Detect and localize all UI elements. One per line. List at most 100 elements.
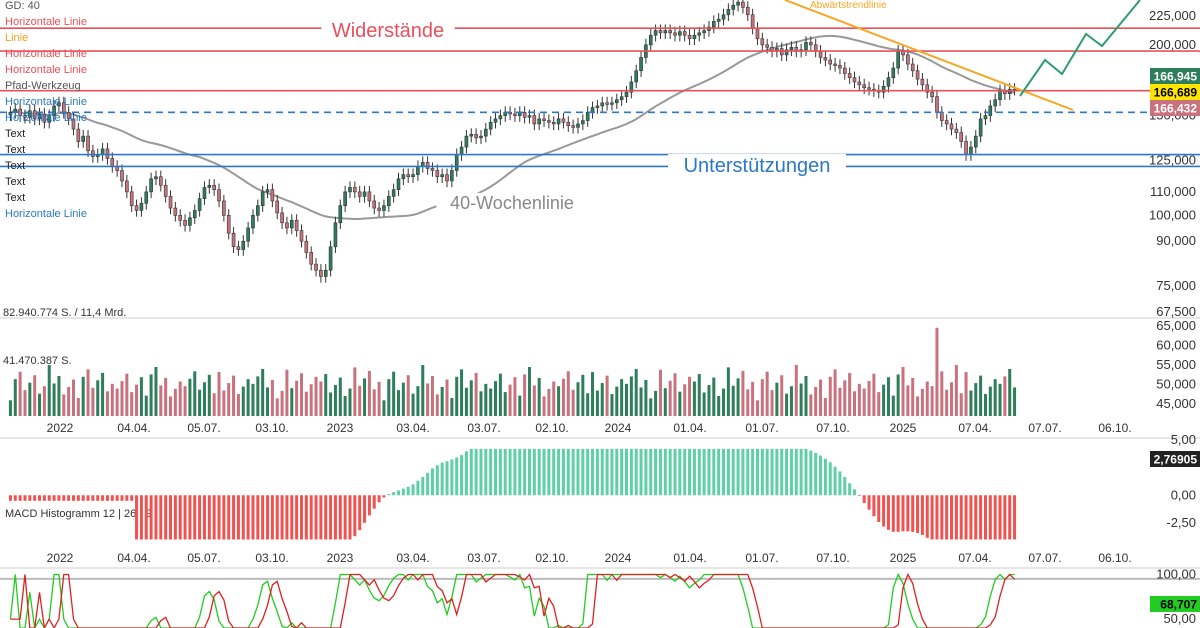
- candle: [435, 170, 440, 178]
- macd-bar: [435, 465, 439, 496]
- candle: [343, 191, 347, 206]
- macd-bar: [343, 495, 347, 540]
- candle: [319, 269, 323, 277]
- candle: [144, 191, 149, 204]
- volume-bar: [557, 386, 561, 416]
- x-tick-label: 2023: [327, 551, 354, 565]
- candle: [624, 91, 629, 97]
- macd-bar: [891, 495, 895, 532]
- macd-bar: [925, 495, 929, 538]
- candle: [988, 105, 993, 116]
- x-tick-label: 07.04.: [958, 551, 991, 565]
- volume-bar: [707, 385, 711, 416]
- volume-bar: [513, 377, 517, 416]
- macd-bar: [581, 448, 585, 496]
- candle: [930, 91, 934, 97]
- candle: [178, 215, 183, 221]
- candle: [818, 50, 823, 58]
- macd-bar: [198, 495, 202, 540]
- candle: [886, 77, 891, 87]
- macd-bar: [23, 495, 27, 501]
- volume-bar: [270, 379, 274, 416]
- volume-bar: [135, 384, 139, 416]
- candle: [464, 135, 469, 148]
- volume-bar: [372, 389, 376, 416]
- macd-bar: [372, 495, 376, 509]
- candle: [595, 105, 600, 108]
- macd-bar: [663, 448, 667, 496]
- volume-bar: [741, 370, 745, 416]
- candle: [32, 110, 37, 120]
- volume-bar: [460, 369, 464, 416]
- candle: [362, 191, 367, 197]
- tool-label: Horizontale Linie: [5, 64, 87, 76]
- macd-bar: [382, 495, 386, 498]
- candle: [226, 215, 231, 234]
- volume-bar: [164, 377, 168, 416]
- macd-bar: [940, 495, 944, 540]
- candle: [896, 50, 900, 69]
- volume-bar: [149, 374, 153, 416]
- volume-bar: [13, 379, 17, 416]
- macd-bar: [945, 495, 949, 540]
- macd-bar: [261, 495, 265, 540]
- price-tick-label: 110,000: [1150, 184, 1196, 199]
- stoch-k-line: [9, 572, 1015, 628]
- volume-title: 82.940.774 S. / 11,4 Mrd.: [3, 307, 126, 319]
- candle: [256, 205, 260, 216]
- macd-bar: [755, 448, 759, 496]
- volume-bar: [120, 381, 124, 416]
- candle: [716, 18, 721, 22]
- volume-bar: [930, 386, 934, 416]
- macd-bar: [33, 495, 37, 501]
- macd-bar: [906, 495, 910, 532]
- volume-bar: [193, 371, 197, 416]
- candle: [610, 102, 614, 105]
- volume-bar: [261, 368, 265, 416]
- macd-bar: [513, 448, 517, 496]
- macd-tick-label: 0,00: [1171, 487, 1196, 502]
- drawing-tools[interactable]: Widerstände Unterstützungen 40-Wochenlinie…: [0, 0, 1200, 215]
- volume-bar: [848, 372, 852, 416]
- volume-bar: [901, 367, 905, 416]
- volume-bar: [882, 384, 886, 416]
- volume-bar: [333, 385, 337, 416]
- candle: [867, 87, 871, 90]
- macd-bar: [135, 495, 139, 540]
- macd-bar: [843, 476, 847, 496]
- macd-bar: [751, 448, 755, 496]
- volume-bar: [435, 394, 439, 416]
- volume-bar: [52, 383, 56, 416]
- macd-bar: [348, 495, 352, 540]
- price-tick-label: 200,000: [1149, 37, 1196, 52]
- volume-tick-label: 55,000: [1156, 357, 1196, 372]
- volume-bar: [755, 400, 759, 416]
- macd-bar: [169, 495, 173, 540]
- candle: [687, 34, 692, 40]
- candle: [265, 189, 270, 193]
- volume-tick-label: 50,000: [1156, 377, 1196, 392]
- volume-bar: [954, 365, 958, 416]
- candle: [154, 176, 158, 180]
- volume-bar: [125, 373, 129, 416]
- volume-bar: [547, 388, 551, 416]
- macd-bar: [624, 448, 629, 496]
- volume-bar: [1003, 376, 1007, 416]
- volume-bar: [595, 390, 599, 416]
- x-tick-label: 07.07.: [1028, 421, 1061, 435]
- macd-bar: [814, 452, 818, 496]
- x-tick-label: 03.07.: [467, 551, 500, 565]
- macd-bar: [280, 495, 284, 540]
- volume-bar: [649, 398, 653, 416]
- volume-bar: [906, 385, 910, 416]
- macd-bar: [658, 448, 662, 496]
- x-tick-label: 03.07.: [467, 421, 500, 435]
- stoch-badge-label: 68,707: [1160, 598, 1197, 612]
- macd-bar: [654, 448, 658, 496]
- macd-bar: [125, 495, 129, 501]
- macd-bar: [401, 488, 405, 496]
- candle: [847, 73, 852, 78]
- macd-bar: [144, 495, 148, 540]
